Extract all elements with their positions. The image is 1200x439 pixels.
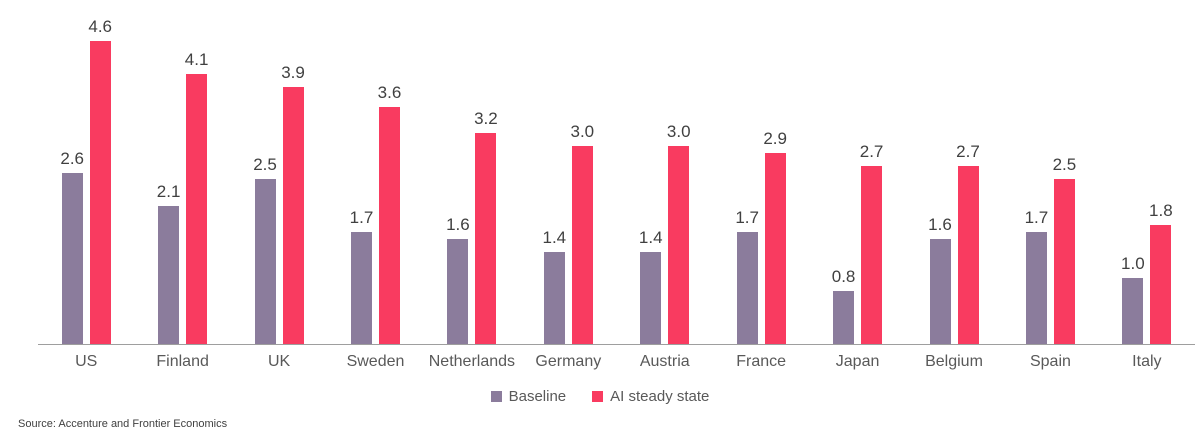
value-label: 1.0	[1121, 254, 1145, 274]
x-axis-label-spain: Spain	[1029, 353, 1071, 370]
value-label: 1.4	[542, 228, 567, 248]
bar-group-us: 2.6 4.6	[38, 0, 134, 344]
legend-entry-baseline: Baseline	[490, 388, 567, 405]
bar-ai-steady-state-italy: 1.8	[1149, 202, 1173, 344]
bar-baseline-netherlands: 1.6	[446, 216, 470, 344]
bar-ai-steady-state-france: 2.9	[763, 130, 787, 344]
legend: Baseline AI steady state	[0, 388, 1200, 405]
x-axis-label-us: US	[75, 353, 98, 370]
value-label: 0.8	[831, 267, 856, 287]
value-label: 1.6	[446, 215, 470, 235]
value-label: 2.5	[1052, 155, 1077, 175]
bar-ai-steady-state-uk: 3.9	[281, 64, 305, 344]
bar-ai-steady-state-belgium: 2.7	[956, 143, 980, 344]
bar-baseline-france: 1.7	[735, 209, 759, 344]
bar-baseline-italy: 1.0	[1121, 255, 1145, 344]
bar-baseline-belgium: 1.6	[928, 216, 952, 344]
value-label: 2.6	[60, 149, 85, 169]
bar-group-uk: 2.5 3.9	[231, 0, 327, 344]
legend-label: Baseline	[508, 388, 567, 405]
x-axis-label-uk: UK	[267, 353, 291, 370]
value-label: 4.1	[184, 50, 209, 70]
bar-baseline-us: 2.6	[60, 150, 84, 344]
value-label: 2.5	[253, 155, 277, 175]
bar-group-germany: 1.4 3.0	[520, 0, 616, 344]
bar-group-france: 1.7 2.9	[713, 0, 809, 344]
bar-group-japan: 0.8 2.7	[809, 0, 905, 344]
legend-label: AI steady state	[610, 388, 710, 405]
bar-ai-steady-state-netherlands: 3.2	[474, 110, 498, 344]
value-label: 4.6	[88, 17, 113, 37]
bar-group-netherlands: 1.6 3.2	[424, 0, 520, 344]
value-label: 1.7	[735, 208, 759, 228]
value-label: 2.1	[156, 182, 181, 202]
x-axis-label-belgium: Belgium	[925, 353, 983, 370]
bar-ai-steady-state-germany: 3.0	[570, 123, 594, 344]
x-axis-label-netherlands: Netherlands	[428, 353, 516, 370]
legend-entry-ai-steady-state: AI steady state	[592, 388, 709, 405]
bar-baseline-finland: 2.1	[157, 183, 180, 344]
value-label: 1.4	[638, 228, 663, 248]
bar-baseline-uk: 2.5	[253, 156, 277, 344]
plot-area: 2.6 4.6 2.1 4.1 2.5 3.9 1.7 3.6 1.6 3.2 1.4 3.0 1.4 3…	[38, 0, 1195, 345]
x-axis-label-austria: Austria	[639, 353, 690, 370]
value-label: 2.7	[956, 142, 980, 162]
legend-swatch-icon	[592, 391, 604, 402]
value-label: 1.7	[1024, 208, 1049, 228]
value-label: 3.6	[377, 83, 402, 103]
value-label: 1.7	[349, 208, 374, 228]
bar-group-finland: 2.1 4.1	[134, 0, 230, 344]
bar-baseline-austria: 1.4	[639, 229, 663, 344]
bar-group-italy: 1.0 1.8	[1099, 0, 1195, 344]
x-axis-label-finland: Finland	[156, 353, 209, 370]
value-label: 3.2	[474, 109, 498, 129]
value-label: 3.0	[666, 122, 691, 142]
value-label: 1.8	[1149, 201, 1173, 221]
bar-group-austria: 1.4 3.0	[617, 0, 713, 344]
bar-ai-steady-state-us: 4.6	[88, 18, 112, 344]
bar-ai-steady-state-sweden: 3.6	[378, 84, 401, 344]
x-axis-label-japan: Japan	[835, 353, 880, 370]
value-label: 1.6	[928, 215, 952, 235]
bar-baseline-japan: 0.8	[832, 268, 855, 344]
bar-baseline-spain: 1.7	[1025, 209, 1048, 344]
x-axis-label-sweden: Sweden	[346, 353, 405, 370]
value-label: 3.0	[570, 122, 595, 142]
legend-swatch-icon	[490, 391, 502, 402]
value-label: 2.7	[859, 142, 884, 162]
bar-group-belgium: 1.6 2.7	[906, 0, 1002, 344]
x-axis-label-france: France	[736, 353, 787, 370]
bar-ai-steady-state-japan: 2.7	[860, 143, 883, 344]
bar-ai-steady-state-finland: 4.1	[185, 51, 208, 344]
x-axis-label-italy: Italy	[1132, 353, 1162, 370]
bar-baseline-sweden: 1.7	[350, 209, 373, 344]
bar-baseline-germany: 1.4	[542, 229, 566, 344]
bar-ai-steady-state-spain: 2.5	[1053, 156, 1076, 344]
bar-group-sweden: 1.7 3.6	[327, 0, 423, 344]
bar-ai-steady-state-austria: 3.0	[667, 123, 691, 344]
x-axis-label-germany: Germany	[535, 353, 602, 370]
value-label: 2.9	[763, 129, 787, 149]
bar-group-spain: 1.7 2.5	[1002, 0, 1098, 344]
x-axis-labels: US Finland UK Sweden Netherlands Germany Austr…	[38, 353, 1195, 371]
source-note: Source: Accenture and Frontier Economics	[18, 418, 228, 430]
value-label: 3.9	[281, 63, 305, 83]
